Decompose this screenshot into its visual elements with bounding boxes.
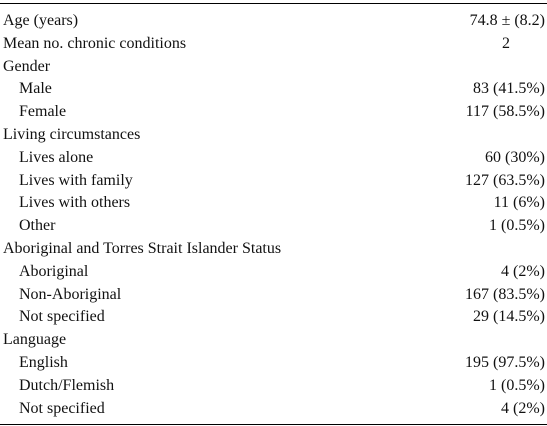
row-label: Lives with family [19,171,133,189]
table-row-lives-alone: Lives alone 60 (30%) [0,147,547,170]
row-value: 83 (41.5%) [473,80,545,98]
row-section-heading: Gender [3,57,51,75]
row-value: 74.8 ± (8.2) [469,12,545,29]
table-row-atsi-heading: Aboriginal and Torres Strait Islander St… [0,238,547,261]
row-value: 4 (2%) [501,262,545,280]
row-value: 2 [502,34,510,52]
row-label: Dutch/Flemish [19,376,115,394]
table-row-english: English 195 (97.5%) [0,352,547,375]
row-value: 195 (97.5%) [465,353,545,371]
row-label: Lives with others [19,194,131,212]
table-top-rule [0,3,547,4]
table-row-age: Age (years) 74.8 ± (8.2) [0,10,547,33]
row-value: 1 (0.5%) [489,217,545,235]
row-label: Male [19,80,52,98]
table-row-lives-with-family: Lives with family 127 (63.5%) [0,170,547,193]
table-row-living-heading: Living circumstances [0,124,547,147]
demographics-table: Age (years) 74.8 ± (8.2) Mean no. chroni… [0,3,547,426]
row-label: Aboriginal [19,262,89,280]
row-value: 127 (63.5%) [465,171,545,189]
table-row-language-not-specified: Not specified 4 (2%) [0,398,547,421]
table-row-atsi-not-specified: Not specified 29 (14.5%) [0,306,547,329]
table-row-lives-with-others: Lives with others 11 (6%) [0,192,547,215]
row-value: 1 (0.5%) [489,376,545,394]
row-label: Mean no. chronic conditions [3,34,187,52]
row-value: 4 (2%) [501,399,545,417]
row-value: 11 (6%) [493,194,545,212]
table-body: Age (years) 74.8 ± (8.2) Mean no. chroni… [0,4,547,424]
row-section-heading: Living circumstances [3,125,141,143]
row-label: Not specified [19,399,105,417]
row-value: 117 (58.5%) [465,103,545,121]
row-section-heading: Aboriginal and Torres Strait Islander St… [3,239,282,257]
table-row-aboriginal: Aboriginal 4 (2%) [0,261,547,284]
row-section-heading: Language [3,331,67,349]
row-label: Non-Aboriginal [19,285,122,303]
table-row-language-heading: Language [0,329,547,352]
row-label: Female [19,103,67,121]
row-value: 29 (14.5%) [473,308,545,326]
table-row-female: Female 117 (58.5%) [0,101,547,124]
row-label: Other [19,217,56,235]
row-value: 60 (30%) [485,148,545,166]
row-label: Age (years) [3,12,79,29]
row-value: 167 (83.5%) [465,285,545,303]
table-row-non-aboriginal: Non-Aboriginal 167 (83.5%) [0,284,547,307]
table-row-other: Other 1 (0.5%) [0,215,547,238]
row-label: English [19,353,68,371]
table-row-gender-heading: Gender [0,56,547,79]
table-row-dutch-flemish: Dutch/Flemish 1 (0.5%) [0,375,547,398]
table-row-male: Male 83 (41.5%) [0,78,547,101]
row-label: Not specified [19,308,105,326]
row-label: Lives alone [19,148,94,166]
table-bottom-rule [0,424,547,426]
table-row-chronic-conditions: Mean no. chronic conditions 2 [0,33,547,56]
